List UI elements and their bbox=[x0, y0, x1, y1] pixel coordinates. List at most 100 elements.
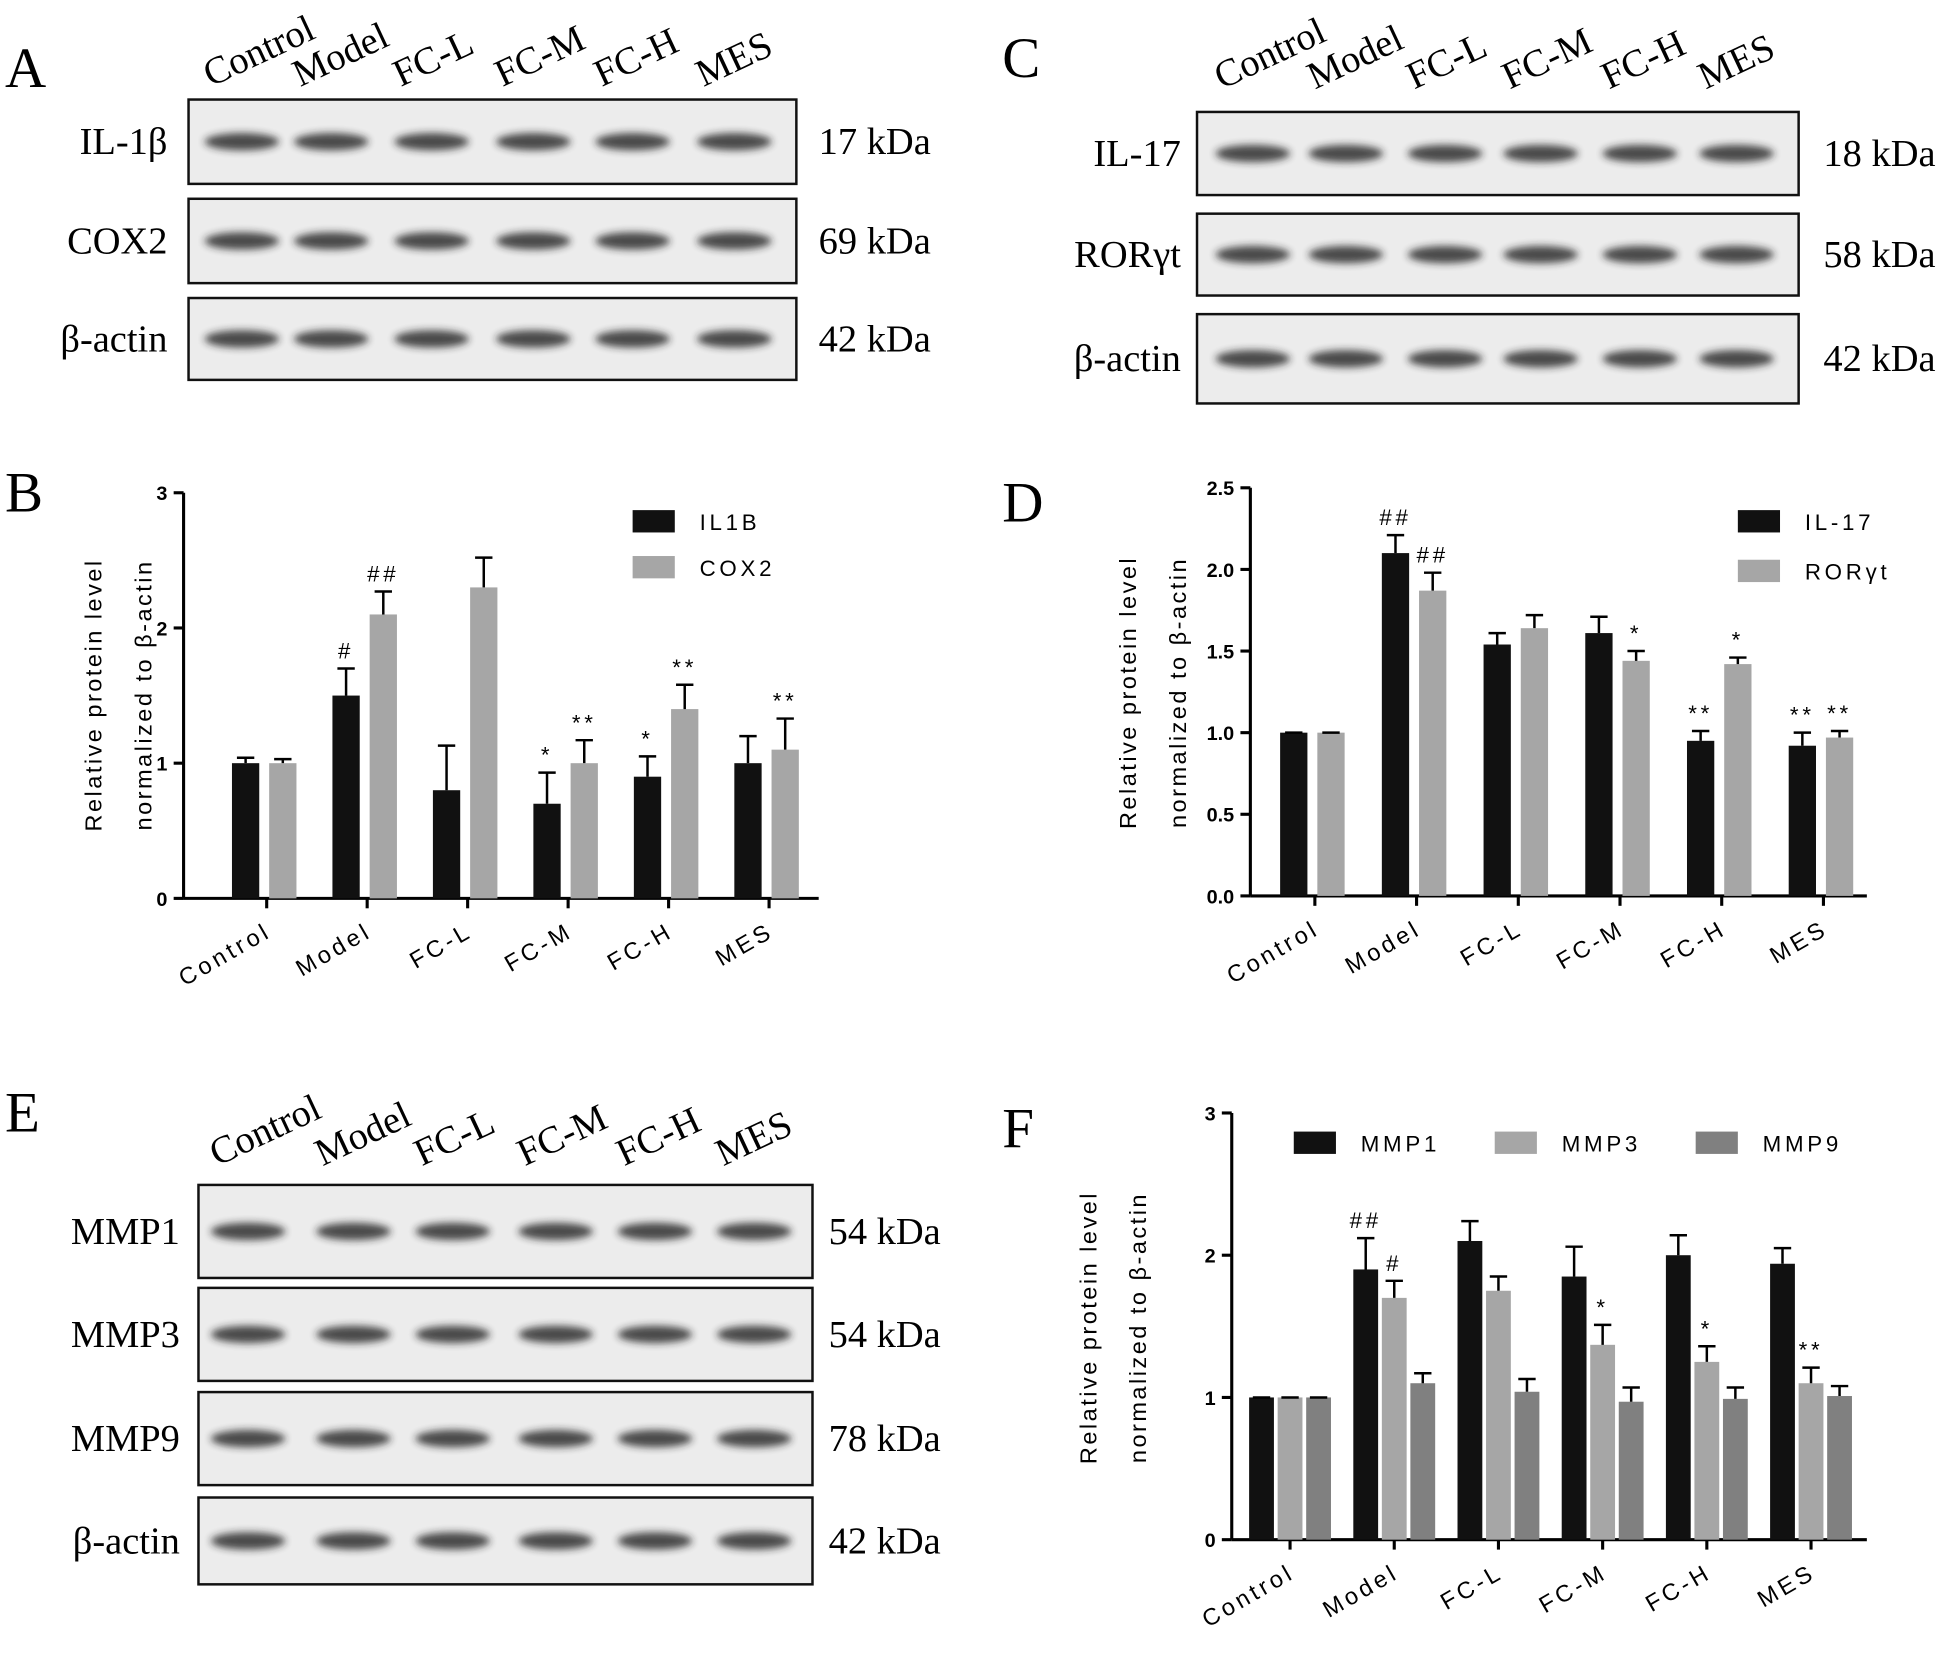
error-bar bbox=[1590, 615, 1608, 634]
bar bbox=[633, 776, 662, 899]
row-label: IL-1β bbox=[80, 121, 168, 163]
band bbox=[415, 1532, 490, 1550]
significance: ## bbox=[1417, 543, 1449, 568]
band bbox=[595, 232, 670, 250]
significance: * bbox=[1596, 1295, 1608, 1320]
band bbox=[293, 133, 369, 151]
legend-swatch bbox=[1737, 559, 1781, 583]
x-tick-label: Model bbox=[291, 917, 376, 981]
lane-label: FC-M bbox=[1496, 20, 1599, 98]
bar bbox=[734, 763, 762, 899]
band bbox=[518, 1532, 593, 1550]
band bbox=[496, 330, 571, 348]
panel-letter: F bbox=[1002, 1098, 1034, 1161]
x-tick-label: Model bbox=[1318, 1559, 1403, 1623]
panel-letter: B bbox=[5, 461, 43, 524]
legend-label: COX2 bbox=[700, 556, 776, 581]
legend-swatch bbox=[1293, 1131, 1336, 1154]
lane-label: MES bbox=[1692, 26, 1781, 97]
blot-box bbox=[1195, 110, 1800, 197]
bar bbox=[1419, 590, 1447, 896]
row-label: MMP3 bbox=[71, 1314, 180, 1356]
error-bar bbox=[274, 757, 292, 764]
y-tick-label: 1 bbox=[1205, 1388, 1216, 1410]
panel-letter: A bbox=[5, 37, 46, 100]
row-label: β-actin bbox=[60, 318, 167, 360]
band bbox=[1407, 245, 1483, 264]
x-tick-label: FC-L bbox=[1436, 1559, 1507, 1615]
band bbox=[415, 1325, 490, 1344]
blot-box bbox=[197, 1183, 814, 1280]
row-label: MMP9 bbox=[71, 1418, 180, 1460]
band bbox=[716, 1222, 792, 1241]
band bbox=[595, 133, 670, 151]
panel-letter: D bbox=[1002, 471, 1043, 534]
x-tick-label: FC-L bbox=[1456, 915, 1527, 971]
error-bar bbox=[337, 667, 355, 696]
band bbox=[394, 133, 469, 151]
significance: * bbox=[1701, 1316, 1713, 1341]
y-tick-label: 2.0 bbox=[1207, 560, 1235, 582]
error-bar bbox=[1830, 729, 1849, 738]
error-bar bbox=[1726, 1386, 1745, 1399]
x-tick-label: FC-L bbox=[405, 917, 476, 973]
significance: ** bbox=[1799, 1338, 1824, 1363]
error-bar bbox=[475, 556, 493, 588]
bar bbox=[1827, 1396, 1852, 1540]
legend-swatch bbox=[1494, 1131, 1537, 1154]
y-axis-label: Relative protein level bbox=[81, 558, 107, 831]
x-tick-label: FC-M bbox=[500, 917, 577, 976]
y-tick-label: 1.5 bbox=[1207, 641, 1235, 663]
significance: * bbox=[541, 743, 553, 768]
significance: ** bbox=[773, 689, 798, 714]
lane-label: Control bbox=[203, 1087, 327, 1175]
bar bbox=[1618, 1401, 1644, 1540]
bar bbox=[231, 763, 260, 899]
bar bbox=[1277, 1397, 1303, 1540]
lane-label: MES bbox=[689, 24, 778, 95]
y-tick-label: 2 bbox=[156, 618, 167, 640]
error-bar bbox=[437, 744, 456, 791]
error-bar bbox=[236, 756, 255, 764]
band bbox=[1602, 245, 1678, 264]
bar bbox=[1514, 1391, 1540, 1540]
panel-letter: E bbox=[5, 1082, 40, 1145]
error-bar bbox=[1461, 1219, 1479, 1241]
significance: ## bbox=[367, 562, 399, 587]
bar bbox=[1280, 732, 1308, 896]
lane-label: FC-L bbox=[1400, 25, 1493, 98]
x-tick-label: FC-M bbox=[1534, 1559, 1611, 1618]
bar bbox=[1622, 660, 1650, 896]
legend-label: MMP1 bbox=[1361, 1131, 1440, 1156]
band bbox=[1215, 245, 1291, 264]
significance: * bbox=[1630, 621, 1642, 646]
band bbox=[1215, 144, 1291, 163]
y-tick-label: 2 bbox=[1205, 1246, 1216, 1268]
error-bar bbox=[1691, 729, 1710, 741]
band bbox=[316, 1532, 391, 1550]
error-bar bbox=[1385, 1279, 1403, 1298]
error-bar bbox=[776, 717, 794, 750]
significance: ## bbox=[1350, 1208, 1382, 1233]
significance: ** bbox=[1688, 701, 1713, 726]
significance: ** bbox=[1827, 701, 1852, 726]
bar bbox=[1665, 1255, 1691, 1540]
band bbox=[415, 1222, 490, 1241]
significance: ** bbox=[1790, 703, 1815, 728]
legend-label: RORγt bbox=[1805, 560, 1891, 585]
band bbox=[518, 1222, 593, 1241]
size-label: 42 kDa bbox=[829, 1520, 941, 1562]
band bbox=[716, 1325, 792, 1344]
y-axis-label: normalized to β-actin bbox=[1125, 1192, 1151, 1463]
bar bbox=[1410, 1383, 1436, 1540]
y-tick-label: 3 bbox=[156, 483, 167, 505]
significance: ** bbox=[672, 655, 697, 680]
y-tick-label: 1.0 bbox=[1207, 723, 1235, 745]
y-tick-label: 0.5 bbox=[1207, 805, 1235, 827]
bar bbox=[1561, 1276, 1587, 1540]
y-tick-label: 2.5 bbox=[1207, 478, 1235, 500]
bar bbox=[369, 614, 397, 899]
size-label: 58 kDa bbox=[1823, 234, 1935, 276]
bar bbox=[533, 803, 561, 899]
error-bar bbox=[1525, 613, 1544, 629]
